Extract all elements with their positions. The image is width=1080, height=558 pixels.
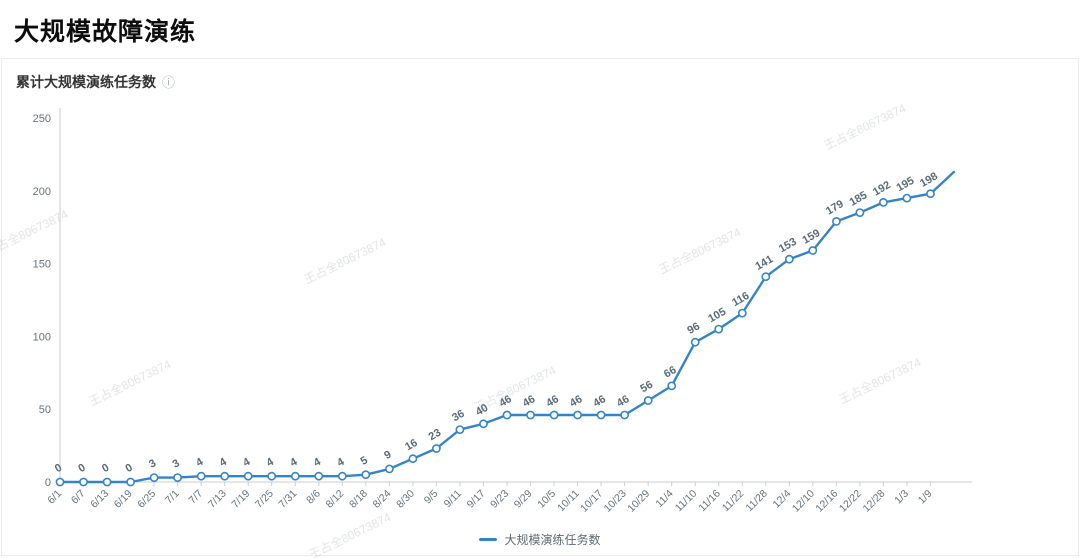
svg-text:8/24: 8/24 xyxy=(371,488,394,511)
svg-text:0: 0 xyxy=(123,462,134,475)
legend-label[interactable]: 大规模演练任务数 xyxy=(504,533,601,547)
svg-text:46: 46 xyxy=(544,393,561,410)
svg-text:36: 36 xyxy=(450,408,467,425)
svg-text:56: 56 xyxy=(638,379,655,396)
svg-text:116: 116 xyxy=(730,290,751,309)
svg-text:4: 4 xyxy=(218,455,230,469)
svg-text:8/12: 8/12 xyxy=(324,488,347,511)
svg-text:40: 40 xyxy=(474,402,491,419)
svg-text:3: 3 xyxy=(147,457,158,470)
svg-text:9/23: 9/23 xyxy=(488,488,511,511)
svg-text:12/10: 12/10 xyxy=(790,488,817,515)
svg-text:0: 0 xyxy=(45,477,51,489)
chart-container: 0 50 100 150 200 250 6/1 6/7 6/13 6/19 6/25 7/1 7/7 7… xyxy=(14,96,1068,531)
svg-text:5: 5 xyxy=(359,454,370,467)
svg-text:7/19: 7/19 xyxy=(229,488,252,511)
svg-text:4: 4 xyxy=(335,455,347,469)
svg-text:10/5: 10/5 xyxy=(535,488,558,511)
svg-text:6/25: 6/25 xyxy=(135,488,158,511)
svg-text:9/17: 9/17 xyxy=(465,488,488,511)
svg-text:9/29: 9/29 xyxy=(512,488,535,511)
svg-text:11/28: 11/28 xyxy=(743,488,770,515)
svg-text:179: 179 xyxy=(824,198,846,218)
svg-text:7/13: 7/13 xyxy=(206,488,229,511)
svg-text:11/10: 11/10 xyxy=(673,488,700,515)
svg-text:9/5: 9/5 xyxy=(422,488,441,507)
svg-text:195: 195 xyxy=(894,175,916,195)
svg-text:46: 46 xyxy=(497,393,514,410)
svg-text:8/6: 8/6 xyxy=(304,488,323,507)
svg-text:4: 4 xyxy=(241,455,253,469)
svg-text:6/19: 6/19 xyxy=(112,488,135,511)
svg-text:4: 4 xyxy=(194,455,206,469)
svg-text:6/13: 6/13 xyxy=(88,488,111,511)
svg-text:0: 0 xyxy=(76,462,87,475)
svg-text:66: 66 xyxy=(662,364,679,381)
svg-text:105: 105 xyxy=(706,306,728,326)
svg-text:10/29: 10/29 xyxy=(625,488,652,515)
svg-text:12/16: 12/16 xyxy=(813,488,840,515)
svg-text:150: 150 xyxy=(33,259,51,271)
svg-text:16: 16 xyxy=(403,437,420,454)
legend[interactable]: 大规模演练任务数 xyxy=(2,531,1078,548)
svg-text:141: 141 xyxy=(753,253,775,273)
svg-text:11/16: 11/16 xyxy=(696,488,723,515)
svg-text:46: 46 xyxy=(521,393,538,410)
page-title: 大规模故障演练 xyxy=(14,18,197,46)
svg-text:100: 100 xyxy=(33,331,51,343)
svg-text:8/30: 8/30 xyxy=(394,488,417,511)
svg-text:6/7: 6/7 xyxy=(69,488,88,507)
svg-text:4: 4 xyxy=(265,455,277,469)
chart-panel: 累计大规模演练任务数 ⓘ 0 50 100 150 200 250 6/1 6/7 6/13 6/… xyxy=(1,58,1079,556)
svg-text:1/3: 1/3 xyxy=(892,488,911,507)
svg-text:250: 250 xyxy=(33,113,51,125)
svg-text:192: 192 xyxy=(871,179,893,199)
svg-text:7/25: 7/25 xyxy=(253,488,276,511)
info-icon[interactable]: ⓘ xyxy=(162,74,176,90)
svg-text:3: 3 xyxy=(170,457,181,470)
svg-text:4: 4 xyxy=(288,455,300,469)
svg-text:200: 200 xyxy=(33,186,51,198)
svg-text:7/31: 7/31 xyxy=(276,488,299,511)
svg-text:4: 4 xyxy=(312,455,324,469)
svg-text:10/17: 10/17 xyxy=(578,488,605,515)
panel-title: 累计大规模演练任务数 xyxy=(16,74,156,90)
svg-text:23: 23 xyxy=(427,427,444,444)
legend-line-icon xyxy=(479,538,498,541)
svg-text:7/7: 7/7 xyxy=(186,488,205,507)
svg-text:0: 0 xyxy=(53,462,64,475)
svg-text:46: 46 xyxy=(591,393,608,410)
panel-header: 累计大规模演练任务数 ⓘ xyxy=(2,59,1078,94)
svg-text:96: 96 xyxy=(685,320,702,337)
svg-text:185: 185 xyxy=(847,189,869,209)
svg-text:46: 46 xyxy=(568,393,585,410)
svg-text:9/11: 9/11 xyxy=(442,488,464,510)
svg-text:153: 153 xyxy=(777,236,799,256)
svg-text:12/22: 12/22 xyxy=(837,488,864,515)
svg-text:10/11: 10/11 xyxy=(555,488,582,515)
svg-text:7/1: 7/1 xyxy=(163,488,182,507)
svg-text:11/22: 11/22 xyxy=(720,488,747,515)
svg-text:1/9: 1/9 xyxy=(916,488,935,507)
svg-text:50: 50 xyxy=(39,404,51,416)
svg-text:9: 9 xyxy=(382,449,393,462)
svg-text:10/23: 10/23 xyxy=(602,488,629,515)
svg-text:12/28: 12/28 xyxy=(860,488,887,515)
svg-text:0: 0 xyxy=(100,462,111,475)
svg-text:6/1: 6/1 xyxy=(45,488,64,507)
svg-text:46: 46 xyxy=(615,393,632,410)
svg-text:8/18: 8/18 xyxy=(347,488,370,511)
